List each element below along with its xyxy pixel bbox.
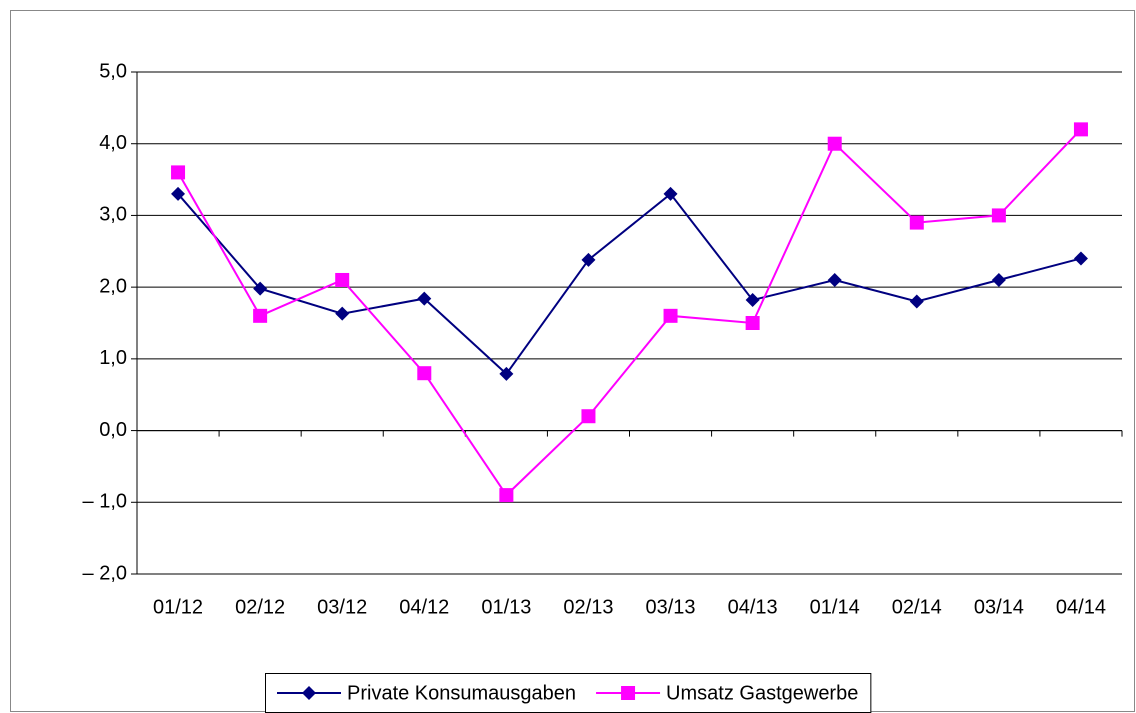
data-point	[991, 208, 1006, 223]
data-point	[417, 291, 432, 306]
data-point	[417, 366, 432, 381]
x-tick-label: 02/14	[892, 596, 942, 618]
x-tick-label: 04/14	[1056, 596, 1106, 618]
data-point	[663, 186, 678, 201]
data-point	[663, 308, 678, 323]
series-line	[177, 192, 1082, 376]
legend-label: Umsatz Gastgewerbe	[666, 682, 858, 704]
data-point	[991, 272, 1006, 287]
data-point	[1073, 251, 1088, 266]
data-point	[499, 366, 514, 381]
y-tick-label: 0,0	[99, 419, 127, 441]
x-tick-label: 04/13	[728, 596, 778, 618]
x-tick-label: 03/12	[317, 596, 367, 618]
y-tick-label: 3,0	[99, 204, 127, 226]
legend-marker	[621, 686, 636, 700]
data-point	[745, 293, 760, 308]
legend-label: Private Konsumausgaben	[347, 682, 576, 704]
data-point	[253, 281, 268, 296]
y-tick-label: 2,0	[99, 275, 127, 297]
data-point	[581, 252, 596, 267]
y-tick-label: 1,0	[99, 347, 127, 369]
data-point	[171, 165, 186, 180]
series-line	[177, 128, 1082, 497]
data-point	[827, 136, 842, 151]
data-point	[745, 316, 760, 330]
x-tick-label: 01/13	[481, 596, 531, 618]
y-tick-label: – 1,0	[83, 491, 127, 513]
x-tick-label: 01/12	[153, 596, 203, 618]
x-tick-label: 01/14	[810, 596, 860, 618]
x-tick-label: 03/13	[646, 596, 696, 618]
y-tick-label: – 2,0	[83, 562, 127, 584]
data-point	[171, 186, 186, 201]
data-point	[335, 306, 350, 321]
y-tick-label: 4,0	[99, 132, 127, 154]
x-tick-label: 02/13	[563, 596, 613, 618]
x-tick-label: 02/12	[235, 596, 285, 618]
legend-marker	[302, 686, 316, 700]
data-point	[827, 272, 842, 287]
x-tick-label: 03/14	[974, 596, 1024, 618]
data-point	[581, 409, 596, 424]
y-tick-label: 5,0	[99, 60, 127, 82]
x-tick-label: 04/12	[399, 596, 449, 618]
data-point	[335, 272, 350, 287]
data-point	[499, 488, 514, 503]
data-point	[253, 308, 268, 323]
data-point	[1073, 122, 1088, 137]
data-point	[909, 294, 924, 309]
chart-frame	[10, 10, 1135, 712]
data-point	[909, 215, 924, 230]
